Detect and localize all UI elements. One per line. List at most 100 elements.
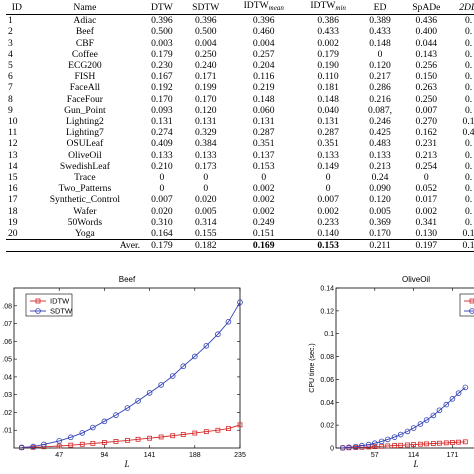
cell-idtw-mean: 0.169 — [252, 240, 275, 252]
data-point — [352, 443, 359, 450]
cell-idtw-min: 0.131 — [317, 116, 339, 128]
data-point — [462, 439, 468, 445]
cell-idtw-mean: 0.396 — [252, 15, 275, 27]
legend-box — [459, 293, 474, 317]
cell-name: Lighting7 — [65, 127, 104, 139]
plot-frame — [13, 287, 241, 449]
data-point — [237, 299, 243, 306]
cell-name: FISH — [74, 71, 96, 83]
cell-spade: 0.400 — [415, 26, 438, 38]
header-sdtw: SDTW — [192, 1, 220, 13]
cell-id: 7 — [8, 82, 13, 94]
data-point — [124, 405, 131, 411]
data-point — [226, 426, 231, 432]
cell-extra: 0. — [464, 71, 473, 83]
data-point — [41, 441, 47, 448]
table-row: 5 ECG200 0.230 0.240 0.204 0.190 0.120 0.256 0. — [6, 60, 474, 71]
cell-sdtw: 0.173 — [194, 160, 217, 172]
cell-id: 6 — [8, 71, 13, 83]
cell-extra: 0.4 — [462, 127, 474, 139]
cell-dtw: 0 — [159, 183, 165, 195]
series-line — [342, 441, 466, 449]
cell-ed: 0.211 — [369, 240, 391, 252]
legend-marker — [469, 308, 474, 314]
cell-dtw: 0.210 — [151, 160, 173, 172]
table-row: 6 FISH 0.167 0.171 0.116 0.110 0.217 0.150 0. — [6, 71, 474, 82]
data-point — [68, 442, 74, 448]
cell-id: 3 — [8, 37, 13, 49]
cell-spade: 0.254 — [415, 160, 438, 172]
chart-beef-svg: Beef .01 .02 .03 .04 .05 .06 .07 .08 47 94 141 188 23… — [2, 275, 246, 469]
table-row: 20 Yoga 0.164 0.155 0.151 0.140 0.170 0.130 0.1 — [6, 228, 474, 240]
cell-ed: 0.389 — [369, 15, 391, 27]
cell-idtw-mean: 0.219 — [252, 82, 275, 94]
data-point — [449, 396, 456, 402]
data-point — [192, 353, 198, 360]
y-tick-label: 0.1 — [324, 331, 334, 338]
data-point — [340, 444, 346, 451]
cell-dtw: 0.007 — [151, 194, 173, 206]
cell-idtw-min: 0.148 — [317, 93, 339, 105]
cell-idtw-mean: 0.004 — [252, 37, 275, 49]
table-row: 16 Two_Patterns 0 0 0.002 0 0.090 0.052 0. — [6, 183, 474, 194]
cell-name: Yoga — [74, 228, 95, 240]
cell-spade: 0.052 — [415, 183, 438, 195]
legend-label: SDTW — [50, 307, 73, 316]
cell-sdtw: 0.131 — [194, 116, 217, 128]
cell-extra: 0. — [464, 160, 473, 172]
header-idtw-min: IDTWmin — [298, 0, 359, 15]
y-tick-label: 0 — [330, 446, 334, 453]
cell-ed: 0.133 — [369, 149, 391, 161]
y-axis-label: CPU time (sec.) — [309, 343, 316, 392]
table-row: 15 Trace 0 0 0 0 0.24 0 0. — [6, 172, 474, 183]
cell-spade: 0.044 — [415, 37, 438, 49]
data-point — [397, 431, 404, 438]
cell-ed: 0.087, — [368, 104, 393, 116]
data-point — [410, 425, 417, 431]
cell-dtw: 0.133 — [151, 149, 173, 161]
data-point — [30, 443, 37, 450]
data-point — [456, 439, 461, 445]
cell-id: 14 — [8, 160, 18, 172]
data-point — [135, 398, 141, 404]
cell-sdtw: 0 — [203, 172, 209, 184]
cell-spade: 0.231 — [415, 138, 438, 150]
cell-dtw: 0.500 — [151, 26, 173, 38]
data-point — [423, 417, 430, 423]
cell-name: OliveOil — [68, 149, 102, 161]
table-row: 14 SwedishLeaf 0.210 0.173 0.153 0.149 0.213 0.… — [6, 161, 474, 172]
data-point — [180, 363, 187, 370]
legend-marker — [35, 308, 41, 314]
cell-dtw: 0.170 — [151, 93, 173, 105]
table-row: 8 FaceFour 0.170 0.170 0.148 0.148 0.216 0.250 0… — [6, 94, 474, 105]
data-point — [430, 441, 436, 446]
table-row: 11 Lighting7 0.274 0.329 0.287 0.287 0.425 0.16… — [6, 127, 474, 138]
cell-name: Beef — [75, 26, 94, 38]
cell-sdtw: 0.133 — [194, 149, 217, 161]
cell-sdtw: 0.329 — [194, 127, 217, 139]
data-point — [365, 441, 372, 448]
cell-extra: 0. — [464, 48, 473, 60]
data-point — [90, 424, 96, 431]
data-point — [18, 444, 25, 451]
header-extra: 2DD — [459, 1, 474, 13]
cell-name: Coffee — [71, 48, 98, 60]
cell-sdtw: 0.170 — [194, 93, 217, 105]
cell-extra: 0.1 — [462, 240, 474, 252]
x-axis-label: L — [412, 459, 418, 469]
cell-dtw: 0.396 — [151, 15, 173, 27]
data-point — [372, 444, 378, 450]
data-point — [147, 435, 153, 441]
data-point — [79, 430, 86, 436]
cell-idtw-mean: 0.151 — [252, 228, 275, 240]
cell-sdtw: 0.120 — [194, 104, 217, 116]
cell-extra: 0. — [464, 149, 473, 161]
cell-ed: 0.213 — [369, 160, 391, 172]
cell-dtw: 0.274 — [151, 127, 173, 139]
cell-spade: 0.197 — [415, 240, 438, 252]
cell-id: 17 — [8, 194, 18, 206]
cell-idtw-min: 0.233 — [317, 216, 339, 228]
cell-extra: 0. — [464, 138, 473, 150]
cell-spade: 0.017 — [415, 194, 438, 206]
cell-dtw: 0 — [159, 172, 165, 184]
